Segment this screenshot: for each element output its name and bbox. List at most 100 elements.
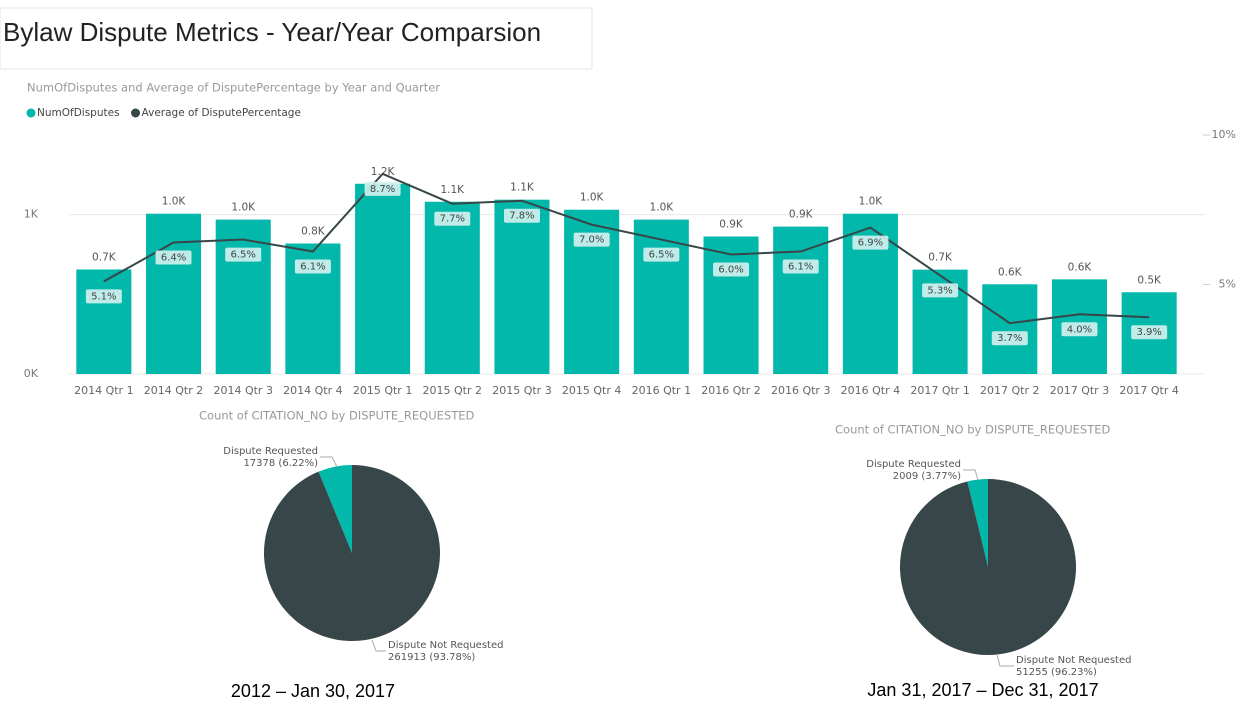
line-value-label: 5.3% <box>927 285 952 296</box>
bar <box>146 213 202 374</box>
slice-value: 17378 (6.22%) <box>243 458 318 469</box>
line-value-label: 6.9% <box>858 238 883 249</box>
line-label-box <box>782 259 819 274</box>
slice-category: Dispute Not Requested <box>388 640 503 651</box>
legend-marker <box>131 108 141 118</box>
legend-label: NumOfDisputes <box>37 107 120 119</box>
x-tick-label: 2014 Qtr 3 <box>213 384 272 397</box>
line-label-box <box>991 331 1028 346</box>
x-tick-label: 2015 Qtr 3 <box>492 384 551 397</box>
line-label-box <box>573 232 610 247</box>
x-tick-label: 2015 Qtr 4 <box>562 384 621 397</box>
bar-value-label: 1.0K <box>231 202 256 214</box>
line-value-label: 6.1% <box>300 262 325 273</box>
pie-slice <box>967 479 988 567</box>
line-label-box <box>713 262 750 277</box>
page-title: Bylaw Dispute Metrics - Year/Year Compar… <box>3 17 541 47</box>
y-tick-label: 0K <box>24 367 39 380</box>
y2-tick-label: 10% <box>1212 128 1236 141</box>
bar <box>982 284 1038 374</box>
leader-line <box>996 654 1014 667</box>
bar <box>773 226 829 374</box>
leader-line <box>963 469 979 481</box>
line-value-label: 6.1% <box>788 262 813 273</box>
x-tick-label: 2017 Qtr 3 <box>1050 384 1109 397</box>
slice-category: Dispute Requested <box>223 446 318 457</box>
line-value-label: 5.1% <box>91 291 116 302</box>
line-label-box <box>155 250 192 265</box>
bar-value-label: 0.6K <box>998 266 1023 278</box>
line-value-label: 6.0% <box>718 265 743 276</box>
bar-value-label: 1.0K <box>650 202 675 214</box>
header-box <box>0 7 593 70</box>
slice-value: 2009 (3.77%) <box>893 471 961 482</box>
x-tick-label: 2016 Qtr 1 <box>632 384 691 397</box>
y2-tick-label: 5% <box>1219 277 1236 290</box>
date-range-caption: Jan 31, 2017 – Dec 31, 2017 <box>867 680 1098 700</box>
date-range-caption: 2012 – Jan 30, 2017 <box>231 681 395 701</box>
x-tick-label: 2014 Qtr 4 <box>283 384 342 397</box>
line-label-box <box>852 235 889 250</box>
line-label-box <box>225 247 262 262</box>
x-tick-label: 2016 Qtr 2 <box>701 384 760 397</box>
bar <box>424 201 480 374</box>
line-label-box <box>364 181 401 196</box>
line-label-box <box>85 289 122 304</box>
bar-value-label: 1.2K <box>371 166 396 178</box>
x-tick-label: 2017 Qtr 4 <box>1119 384 1178 397</box>
bar-value-label: 0.8K <box>301 226 326 238</box>
bar-value-label: 0.9K <box>789 209 814 221</box>
bar <box>76 269 132 374</box>
pie-title: Count of CITATION_NO by DISPUTE_REQUESTE… <box>199 409 474 423</box>
bar-value-label: 0.7K <box>92 251 117 263</box>
x-tick-label: 2016 Qtr 4 <box>841 384 900 397</box>
leader-line <box>320 456 338 468</box>
x-tick-label: 2016 Qtr 3 <box>771 384 830 397</box>
line-value-label: 7.8% <box>509 211 534 222</box>
leader-line <box>371 639 386 652</box>
line <box>103 172 1150 325</box>
line-value-label: 8.7% <box>370 184 395 195</box>
line-value-label: 6.4% <box>161 253 186 264</box>
bar <box>633 219 689 374</box>
pie-slice <box>900 479 1076 656</box>
bar-value-label: 0.6K <box>1068 261 1093 273</box>
bar-value-label: 1.0K <box>162 196 187 208</box>
x-tick-label: 2015 Qtr 1 <box>353 384 412 397</box>
x-tick-label: 2014 Qtr 2 <box>144 384 203 397</box>
legend-marker <box>26 108 36 118</box>
bar <box>703 236 759 374</box>
bar <box>215 219 271 374</box>
bar <box>355 183 411 374</box>
line-value-label: 3.9% <box>1136 327 1161 338</box>
line-value-label: 7.0% <box>579 235 604 246</box>
chart-title: NumOfDisputes and Average of DisputePerc… <box>27 81 440 95</box>
line-value-label: 6.5% <box>231 250 256 261</box>
slice-category: Dispute Not Requested <box>1016 655 1131 666</box>
x-tick-label: 2017 Qtr 2 <box>980 384 1039 397</box>
slice-value: 261913 (93.78%) <box>388 652 475 663</box>
bar-value-label: 1.1K <box>510 182 535 194</box>
x-tick-label: 2014 Qtr 1 <box>74 384 133 397</box>
slice-category: Dispute Requested <box>866 459 961 470</box>
line-label-box <box>1061 322 1098 337</box>
line-label-box <box>434 211 471 226</box>
line-label-box <box>1131 325 1168 340</box>
bar-value-label: 0.9K <box>719 218 744 230</box>
line-label-box <box>922 283 959 298</box>
line-value-label: 3.7% <box>997 333 1022 344</box>
line-value-label: 4.0% <box>1067 324 1092 335</box>
bar-value-label: 0.7K <box>928 252 953 264</box>
x-tick-label: 2017 Qtr 1 <box>910 384 969 397</box>
bar-value-label: 1.0K <box>580 192 605 204</box>
slice-value: 51255 (96.23%) <box>1016 667 1097 678</box>
legend-label: Average of DisputePercentage <box>142 107 301 119</box>
line-label-box <box>294 259 331 274</box>
line-label-box <box>503 208 540 223</box>
pie-slice <box>264 465 441 641</box>
pie-title: Count of CITATION_NO by DISPUTE_REQUESTE… <box>835 423 1110 437</box>
bar-value-label: 1.1K <box>440 184 465 196</box>
line-value-label: 7.7% <box>440 214 465 225</box>
